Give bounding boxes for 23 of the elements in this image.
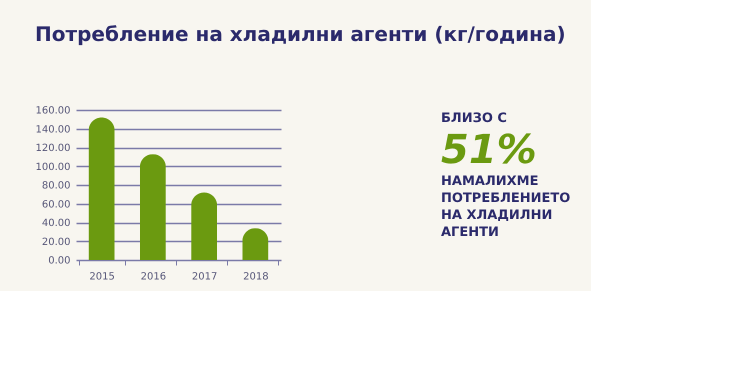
text: 51% [441,127,537,173]
text: БЛИЗО С [441,111,507,126]
text: ПОТРЕБЛЕНИЕТО [441,191,570,206]
y-tick-label: 140.00 [36,124,70,136]
text: НА ХЛАДИЛНИ [441,208,552,223]
y-tick-label: 160.00 [36,106,70,116]
x-tick-label: 2018 [243,272,269,282]
x-tick-label: 2015 [89,272,115,282]
y-tick-label: 40.00 [42,218,70,229]
y-tick-label: 0.00 [48,256,70,266]
y-tick-label: 60.00 [42,199,70,210]
text: АГЕНТИ [441,225,499,240]
y-tick-label: 100.00 [36,162,70,173]
y-tick-label: 20.00 [42,236,70,248]
y-tick-label: 80.00 [42,180,70,192]
bar [88,118,115,260]
chart-title: Потребление на хладилни агенти (кг/година) [35,22,566,46]
y-tick-label: 120.00 [36,143,70,154]
x-tick-label: 2016 [140,272,166,282]
x-tick-label: 2017 [192,272,218,282]
text: НАМАЛИХМЕ [441,174,538,189]
bar [140,154,166,260]
bar [191,192,218,260]
